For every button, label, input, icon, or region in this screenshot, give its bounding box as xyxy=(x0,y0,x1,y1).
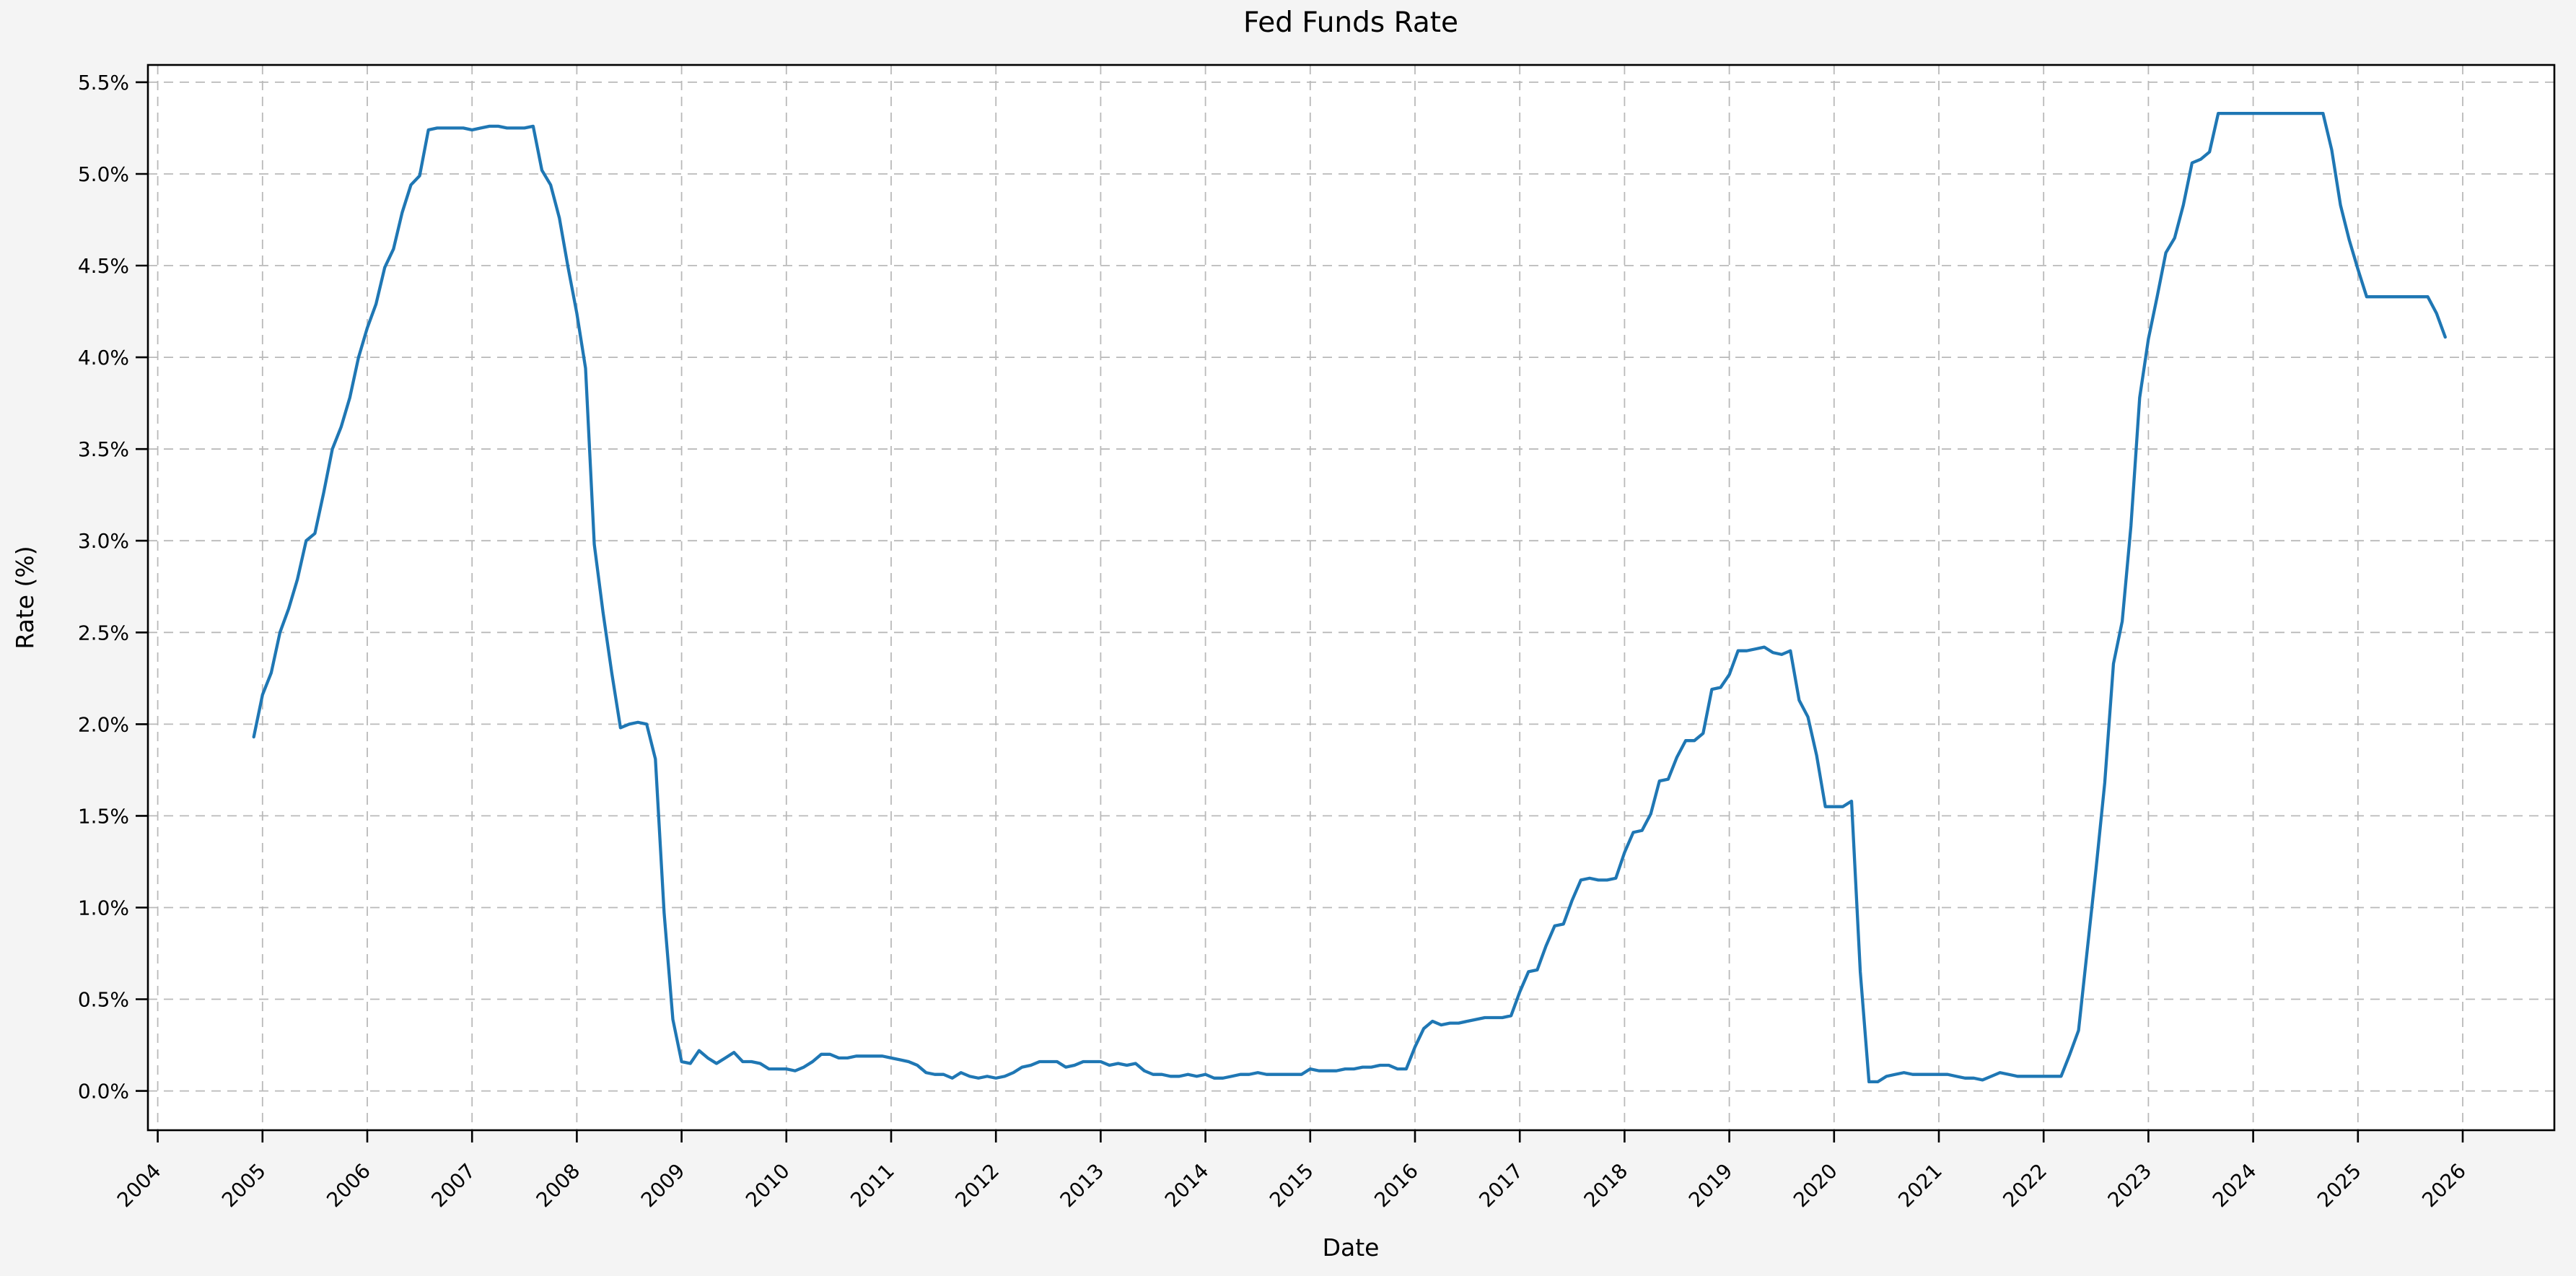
x-tick-label-2026: 2026 xyxy=(2417,1159,2471,1212)
axes-frame xyxy=(146,64,2556,1132)
y-tick-label-1.5%: 1.5% xyxy=(78,804,129,828)
x-tick-label-2010: 2010 xyxy=(741,1159,794,1212)
x-tick-label-2005: 2005 xyxy=(217,1159,271,1212)
x-tick-label-2023: 2023 xyxy=(2103,1159,2157,1212)
x-axis-label: Date xyxy=(1323,1233,1380,1262)
x-tick-label-2007: 2007 xyxy=(426,1159,480,1212)
gridlines xyxy=(148,65,2554,1130)
x-tick-label-2009: 2009 xyxy=(636,1159,690,1212)
y-tick-label-3.0%: 3.0% xyxy=(78,529,129,553)
x-tick-label-2021: 2021 xyxy=(1893,1159,1947,1212)
x-tick-label-2022: 2022 xyxy=(1998,1159,2051,1212)
axis-ticks xyxy=(136,81,2464,1142)
x-tick-label-2019: 2019 xyxy=(1684,1159,1738,1212)
x-tick-label-2011: 2011 xyxy=(846,1159,899,1212)
x-tick-label-2016: 2016 xyxy=(1370,1159,1423,1212)
x-tick-label-2017: 2017 xyxy=(1474,1159,1528,1212)
chart-title: Fed Funds Rate xyxy=(1243,6,1458,39)
y-tick-label-0.0%: 0.0% xyxy=(78,1080,129,1104)
x-tick-label-2014: 2014 xyxy=(1160,1159,1214,1212)
x-tick-label-2024: 2024 xyxy=(2208,1159,2261,1212)
x-tick-label-2013: 2013 xyxy=(1056,1159,1109,1212)
y-tick-label-2.5%: 2.5% xyxy=(78,621,129,644)
x-tick-label-2020: 2020 xyxy=(1789,1159,1842,1212)
x-tick-label-2025: 2025 xyxy=(2313,1159,2366,1212)
x-tick-label-2012: 2012 xyxy=(950,1159,1004,1212)
y-tick-label-4.5%: 4.5% xyxy=(78,254,129,278)
x-tick-label-2006: 2006 xyxy=(322,1159,375,1212)
x-tick-label-2004: 2004 xyxy=(113,1159,166,1212)
y-tick-label-2.0%: 2.0% xyxy=(78,712,129,736)
y-tick-label-1.0%: 1.0% xyxy=(78,896,129,920)
y-tick-label-3.5%: 3.5% xyxy=(78,437,129,461)
plot-area-background xyxy=(148,65,2554,1130)
x-tick-label-2015: 2015 xyxy=(1265,1159,1318,1212)
y-tick-label-5.5%: 5.5% xyxy=(78,71,129,95)
y-tick-label-0.5%: 0.5% xyxy=(78,988,129,1012)
fed-funds-line xyxy=(252,111,2447,1084)
rate-line-series xyxy=(252,111,2447,1084)
plot-frame xyxy=(146,64,2556,1132)
y-tick-label-5.0%: 5.0% xyxy=(78,162,129,186)
y-tick-label-4.0%: 4.0% xyxy=(78,346,129,370)
y-axis-label: Rate (%) xyxy=(11,546,39,649)
x-tick-label-2018: 2018 xyxy=(1580,1159,1633,1212)
x-tick-label-2008: 2008 xyxy=(532,1159,585,1212)
